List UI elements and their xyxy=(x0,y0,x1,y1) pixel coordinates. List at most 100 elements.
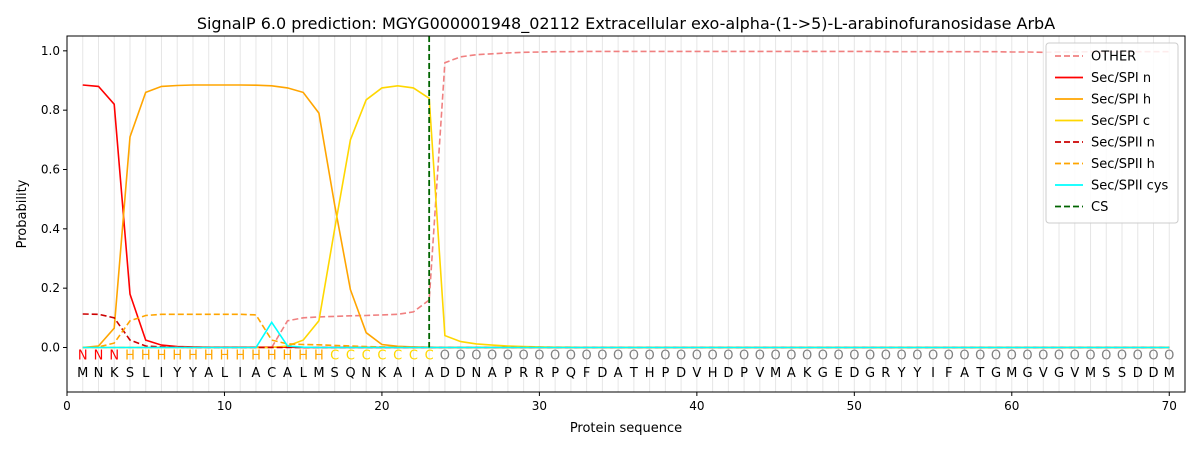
residue-letter: G xyxy=(991,366,1001,381)
residue-label: O xyxy=(440,348,450,363)
legend: OTHER Sec/SPI n Sec/SPI h Sec/SPI c Sec/SPII… xyxy=(1045,42,1179,224)
residue-label: H xyxy=(251,348,261,363)
residue-letter: N xyxy=(94,366,104,381)
y-axis-label: Probability xyxy=(15,179,30,248)
residue-label: O xyxy=(692,348,702,363)
residue-label: O xyxy=(582,348,592,363)
residue-label: O xyxy=(629,348,639,363)
residue-label: C xyxy=(362,348,371,363)
residue-letter: S xyxy=(126,366,134,381)
x-tick-label: 50 xyxy=(847,399,862,413)
residue-label: N xyxy=(109,348,119,363)
residue-label: C xyxy=(346,348,355,363)
legend-label: Sec/SPII n xyxy=(1091,136,1155,151)
residue-label: C xyxy=(425,348,434,363)
residue-letter: H xyxy=(645,366,655,381)
residue-label: O xyxy=(896,348,906,363)
residue-label: O xyxy=(1085,348,1095,363)
residue-letter: S xyxy=(1102,366,1110,381)
residue-letter: M xyxy=(1085,366,1096,381)
residue-label: O xyxy=(550,348,560,363)
y-tick-label: 0.6 xyxy=(41,163,60,177)
residue-label: O xyxy=(660,348,670,363)
residue-letter: P xyxy=(740,366,748,381)
x-tick-label: 10 xyxy=(217,399,232,413)
residue-letter: K xyxy=(803,366,812,381)
residue-letter: G xyxy=(1054,366,1064,381)
x-axis-label: Protein sequence xyxy=(570,421,682,436)
residue-letter: A xyxy=(393,366,402,381)
residue-letter: G xyxy=(1022,366,1032,381)
residue-label: O xyxy=(881,348,891,363)
residue-label: O xyxy=(1101,348,1111,363)
residue-letter: A xyxy=(787,366,796,381)
residue-label: O xyxy=(944,348,954,363)
residue-letter: D xyxy=(440,366,450,381)
series-line-sec-spi-h xyxy=(82,84,1170,349)
residue-letter: V xyxy=(1039,366,1048,381)
residue-letter: R xyxy=(881,366,890,381)
residue-label: O xyxy=(975,348,985,363)
residue-letter: A xyxy=(252,366,261,381)
residue-label: C xyxy=(409,348,418,363)
y-tick-label: 0.0 xyxy=(41,341,60,355)
x-tick-label: 0 xyxy=(63,399,71,413)
residue-letter: H xyxy=(708,366,718,381)
y-tick-label: 0.2 xyxy=(41,281,60,295)
legend-label: Sec/SPII h xyxy=(1091,157,1155,172)
legend-label: Sec/SPI c xyxy=(1091,114,1150,129)
residue-label: O xyxy=(1054,348,1064,363)
y-tick-label: 0.4 xyxy=(41,222,60,236)
residue-label: C xyxy=(330,348,339,363)
residue-label: N xyxy=(94,348,104,363)
x-tick-label: 40 xyxy=(689,399,704,413)
residue-letter: I xyxy=(412,366,416,381)
residue-letter: Q xyxy=(566,366,576,381)
residue-letter: I xyxy=(238,366,242,381)
sequence-layer: NMNNNKHSHLHIHYHYHAHLHIHAHCHAHLHMCSCQCNCK… xyxy=(77,348,1175,381)
residue-letter: P xyxy=(504,366,512,381)
residue-letter: V xyxy=(755,366,764,381)
residue-label: O xyxy=(755,348,765,363)
residue-letter: Y xyxy=(912,366,921,381)
residue-label: O xyxy=(865,348,875,363)
series-line-sec-spi-c xyxy=(82,84,1170,349)
residue-label: O xyxy=(1148,348,1158,363)
residue-letter: D xyxy=(456,366,466,381)
series-line-other xyxy=(82,50,1170,349)
x-tick-label: 30 xyxy=(532,399,547,413)
residue-label: O xyxy=(1070,348,1080,363)
residue-label: O xyxy=(597,348,607,363)
residue-label: O xyxy=(1038,348,1048,363)
residue-letter: K xyxy=(110,366,119,381)
residue-letter: L xyxy=(300,366,308,381)
residue-letter: A xyxy=(488,366,497,381)
residue-letter: V xyxy=(692,366,701,381)
residue-label: O xyxy=(739,348,749,363)
residue-label: O xyxy=(959,348,969,363)
residue-letter: P xyxy=(661,366,669,381)
residue-letter: F xyxy=(945,366,952,381)
residue-letter: I xyxy=(160,366,164,381)
x-tick-label: 20 xyxy=(374,399,389,413)
residue-letter: A xyxy=(283,366,292,381)
residue-label: O xyxy=(613,348,623,363)
residue-label: O xyxy=(991,348,1001,363)
residue-letter: I xyxy=(931,366,935,381)
y-tick-label: 0.8 xyxy=(41,103,60,117)
residue-label: O xyxy=(1022,348,1032,363)
residue-letter: S xyxy=(1118,366,1126,381)
residue-label: O xyxy=(534,348,544,363)
series-line-sec-spi-n xyxy=(82,84,1170,349)
residue-letter: D xyxy=(597,366,607,381)
residue-label: H xyxy=(125,348,135,363)
residue-label: H xyxy=(172,348,182,363)
residue-label: H xyxy=(314,348,324,363)
residue-label: O xyxy=(676,348,686,363)
residue-letter: R xyxy=(519,366,528,381)
residue-letter: A xyxy=(614,366,623,381)
residue-letter: G xyxy=(865,366,875,381)
residue-letter: N xyxy=(361,366,371,381)
residue-label: O xyxy=(833,348,843,363)
